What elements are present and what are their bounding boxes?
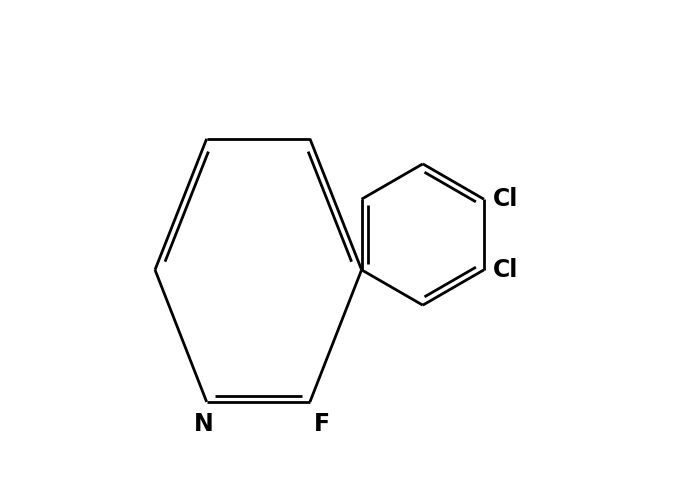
Text: N: N bbox=[194, 412, 214, 436]
Text: F: F bbox=[314, 412, 330, 436]
Text: Cl: Cl bbox=[493, 187, 518, 211]
Text: Cl: Cl bbox=[493, 258, 518, 282]
